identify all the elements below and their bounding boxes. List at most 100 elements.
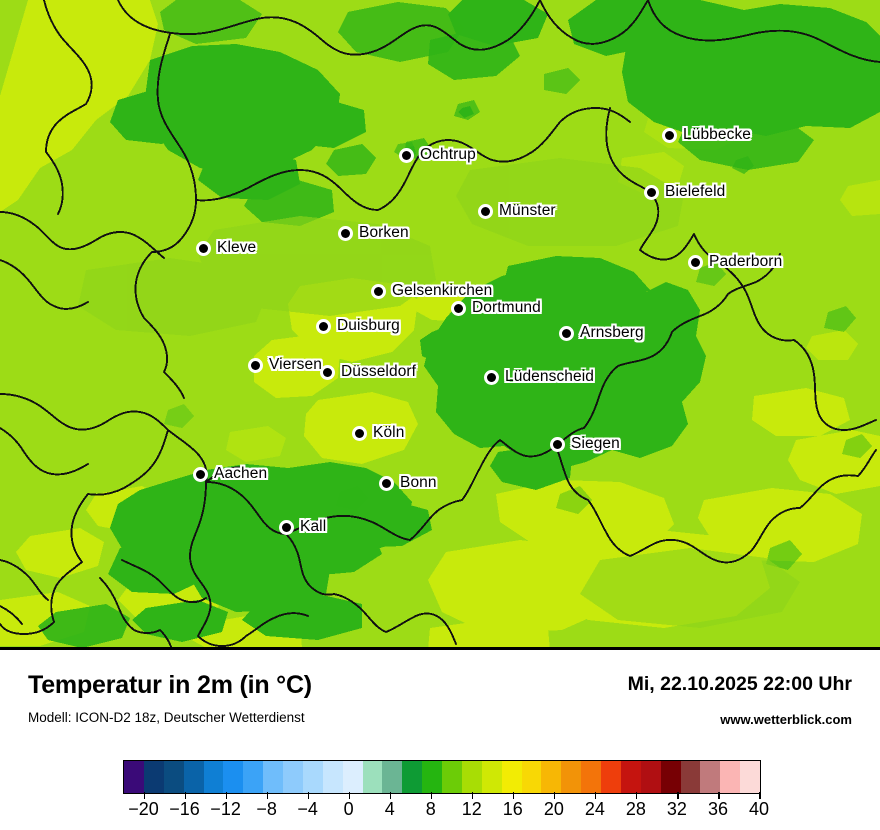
city-dot-icon [196,469,205,479]
colorbar-ticks [123,792,761,799]
colorbar-segment [382,761,403,793]
colorbar-segment [740,761,760,793]
colorbar-segment [362,761,383,793]
city-marker[interactable]: Arnsberg [562,324,644,342]
city-marker[interactable]: Düsseldorf [323,363,416,381]
colorbar-segment [561,761,582,793]
colorbar-tick [266,792,269,799]
city-dot-icon [487,372,496,382]
city-label: Lübbecke [683,126,752,143]
colorbar-segment [163,761,184,793]
colorbar-segment [322,761,343,793]
valid-datetime: Mi, 22.10.2025 22:00 Uhr [627,673,852,695]
colorbar-segment [501,761,522,793]
colorbar-tick [717,792,720,799]
colorbar-tick-label: 28 [625,799,646,819]
colorbar-tick-label: 32 [666,799,687,819]
city-dot-icon [454,303,463,313]
colorbar-tick-label: 12 [461,799,482,819]
colorbar-tick [594,792,597,799]
colorbar-segment [223,761,244,793]
city-marker[interactable]: Viersen [251,356,322,374]
colorbar-segment [720,761,741,793]
colorbar-tick [307,792,310,799]
colorbar-segment [581,761,601,793]
colorbar-tick [143,792,146,799]
city-marker[interactable]: Köln [355,424,404,442]
city-label: Bonn [400,474,437,491]
city-label: Arnsberg [580,324,644,341]
colorbar-segment [203,761,224,793]
colorbar-tick-label: 40 [748,799,770,819]
colorbar-tick-label: −12 [210,799,241,819]
colorbar-tick-label: 4 [384,799,395,819]
city-marker[interactable]: Gelsenkirchen [374,282,492,300]
city-label: Viersen [269,356,322,373]
city-marker[interactable]: Paderborn [691,253,782,271]
city-dot-icon [562,328,571,338]
city-marker[interactable]: Lübbecke [665,126,751,144]
temperature-colorbar[interactable] [123,760,761,794]
temperature-map[interactable]: Lübbecke Bielefeld Ochtrup Münster Paderborn… [0,0,880,650]
city-label: Lüdenscheid [505,368,595,385]
city-dot-icon [323,367,332,377]
colorbar-tick [225,792,228,799]
city-dot-icon [355,428,364,438]
colorbar-segment [263,761,283,793]
colorbar-tick [512,792,515,799]
city-marker[interactable]: Bielefeld [647,183,725,201]
colorbar-tick-label: −20 [128,799,159,819]
colorbar-segment [640,761,661,793]
city-label: Gelsenkirchen [392,282,493,299]
colorbar-tick-label: 36 [707,799,728,819]
city-dot-icon [341,228,350,238]
page-title: Temperatur in 2m (in °C) [28,671,312,699]
city-marker[interactable]: Kall [282,518,326,536]
city-marker[interactable]: Dortmund [454,299,541,317]
colorbar-tick-label: 8 [425,799,436,819]
colorbar-tick-label: −16 [169,799,200,819]
colorbar-tick-label: −8 [256,799,277,819]
colorbar-segment [481,761,502,793]
city-dot-icon [691,257,700,267]
colorbar-segment [243,761,264,793]
city-dot-icon [553,439,562,449]
colorbar-segment [660,761,681,793]
city-marker[interactable]: Duisburg [319,317,400,335]
colorbar-segment [124,761,144,793]
city-label: Aachen [214,465,268,482]
city-label: Köln [373,424,405,441]
colorbar-segment [601,761,621,793]
city-dot-icon [199,243,208,253]
colorbar-tick [553,792,556,799]
city-dot-icon [647,187,656,197]
colorbar-segment [442,761,462,793]
city-marker[interactable]: Ochtrup [402,146,476,164]
colorbar-tick-label: 20 [543,799,564,819]
city-label: Bielefeld [665,183,726,200]
colorbar-tick [635,792,638,799]
colorbar-tick-label: 0 [343,799,354,819]
city-dot-icon [319,321,328,331]
colorbar-segment [283,761,303,793]
city-label: Kall [300,518,327,535]
colorbar-segment [461,761,482,793]
city-dot-icon [665,130,674,140]
city-marker[interactable]: Lüdenscheid [487,368,594,386]
city-marker[interactable]: Borken [341,224,409,242]
colorbar-segment [402,761,423,793]
city-dot-icon [251,360,260,370]
colorbar-segment [183,761,204,793]
website-credit: www.wetterblick.com [720,712,852,727]
city-marker[interactable]: Siegen [553,435,620,453]
colorbar-tick-label: −4 [297,799,318,819]
city-marker[interactable]: Bonn [382,474,437,492]
city-marker[interactable]: Aachen [196,465,267,483]
colorbar-segment [541,761,562,793]
colorbar-segment [422,761,442,793]
city-marker[interactable]: Kleve [199,239,256,257]
city-dot-icon [481,206,490,216]
city-dot-icon [402,150,411,160]
city-marker[interactable]: Münster [481,202,556,220]
city-label: Kleve [217,239,257,256]
